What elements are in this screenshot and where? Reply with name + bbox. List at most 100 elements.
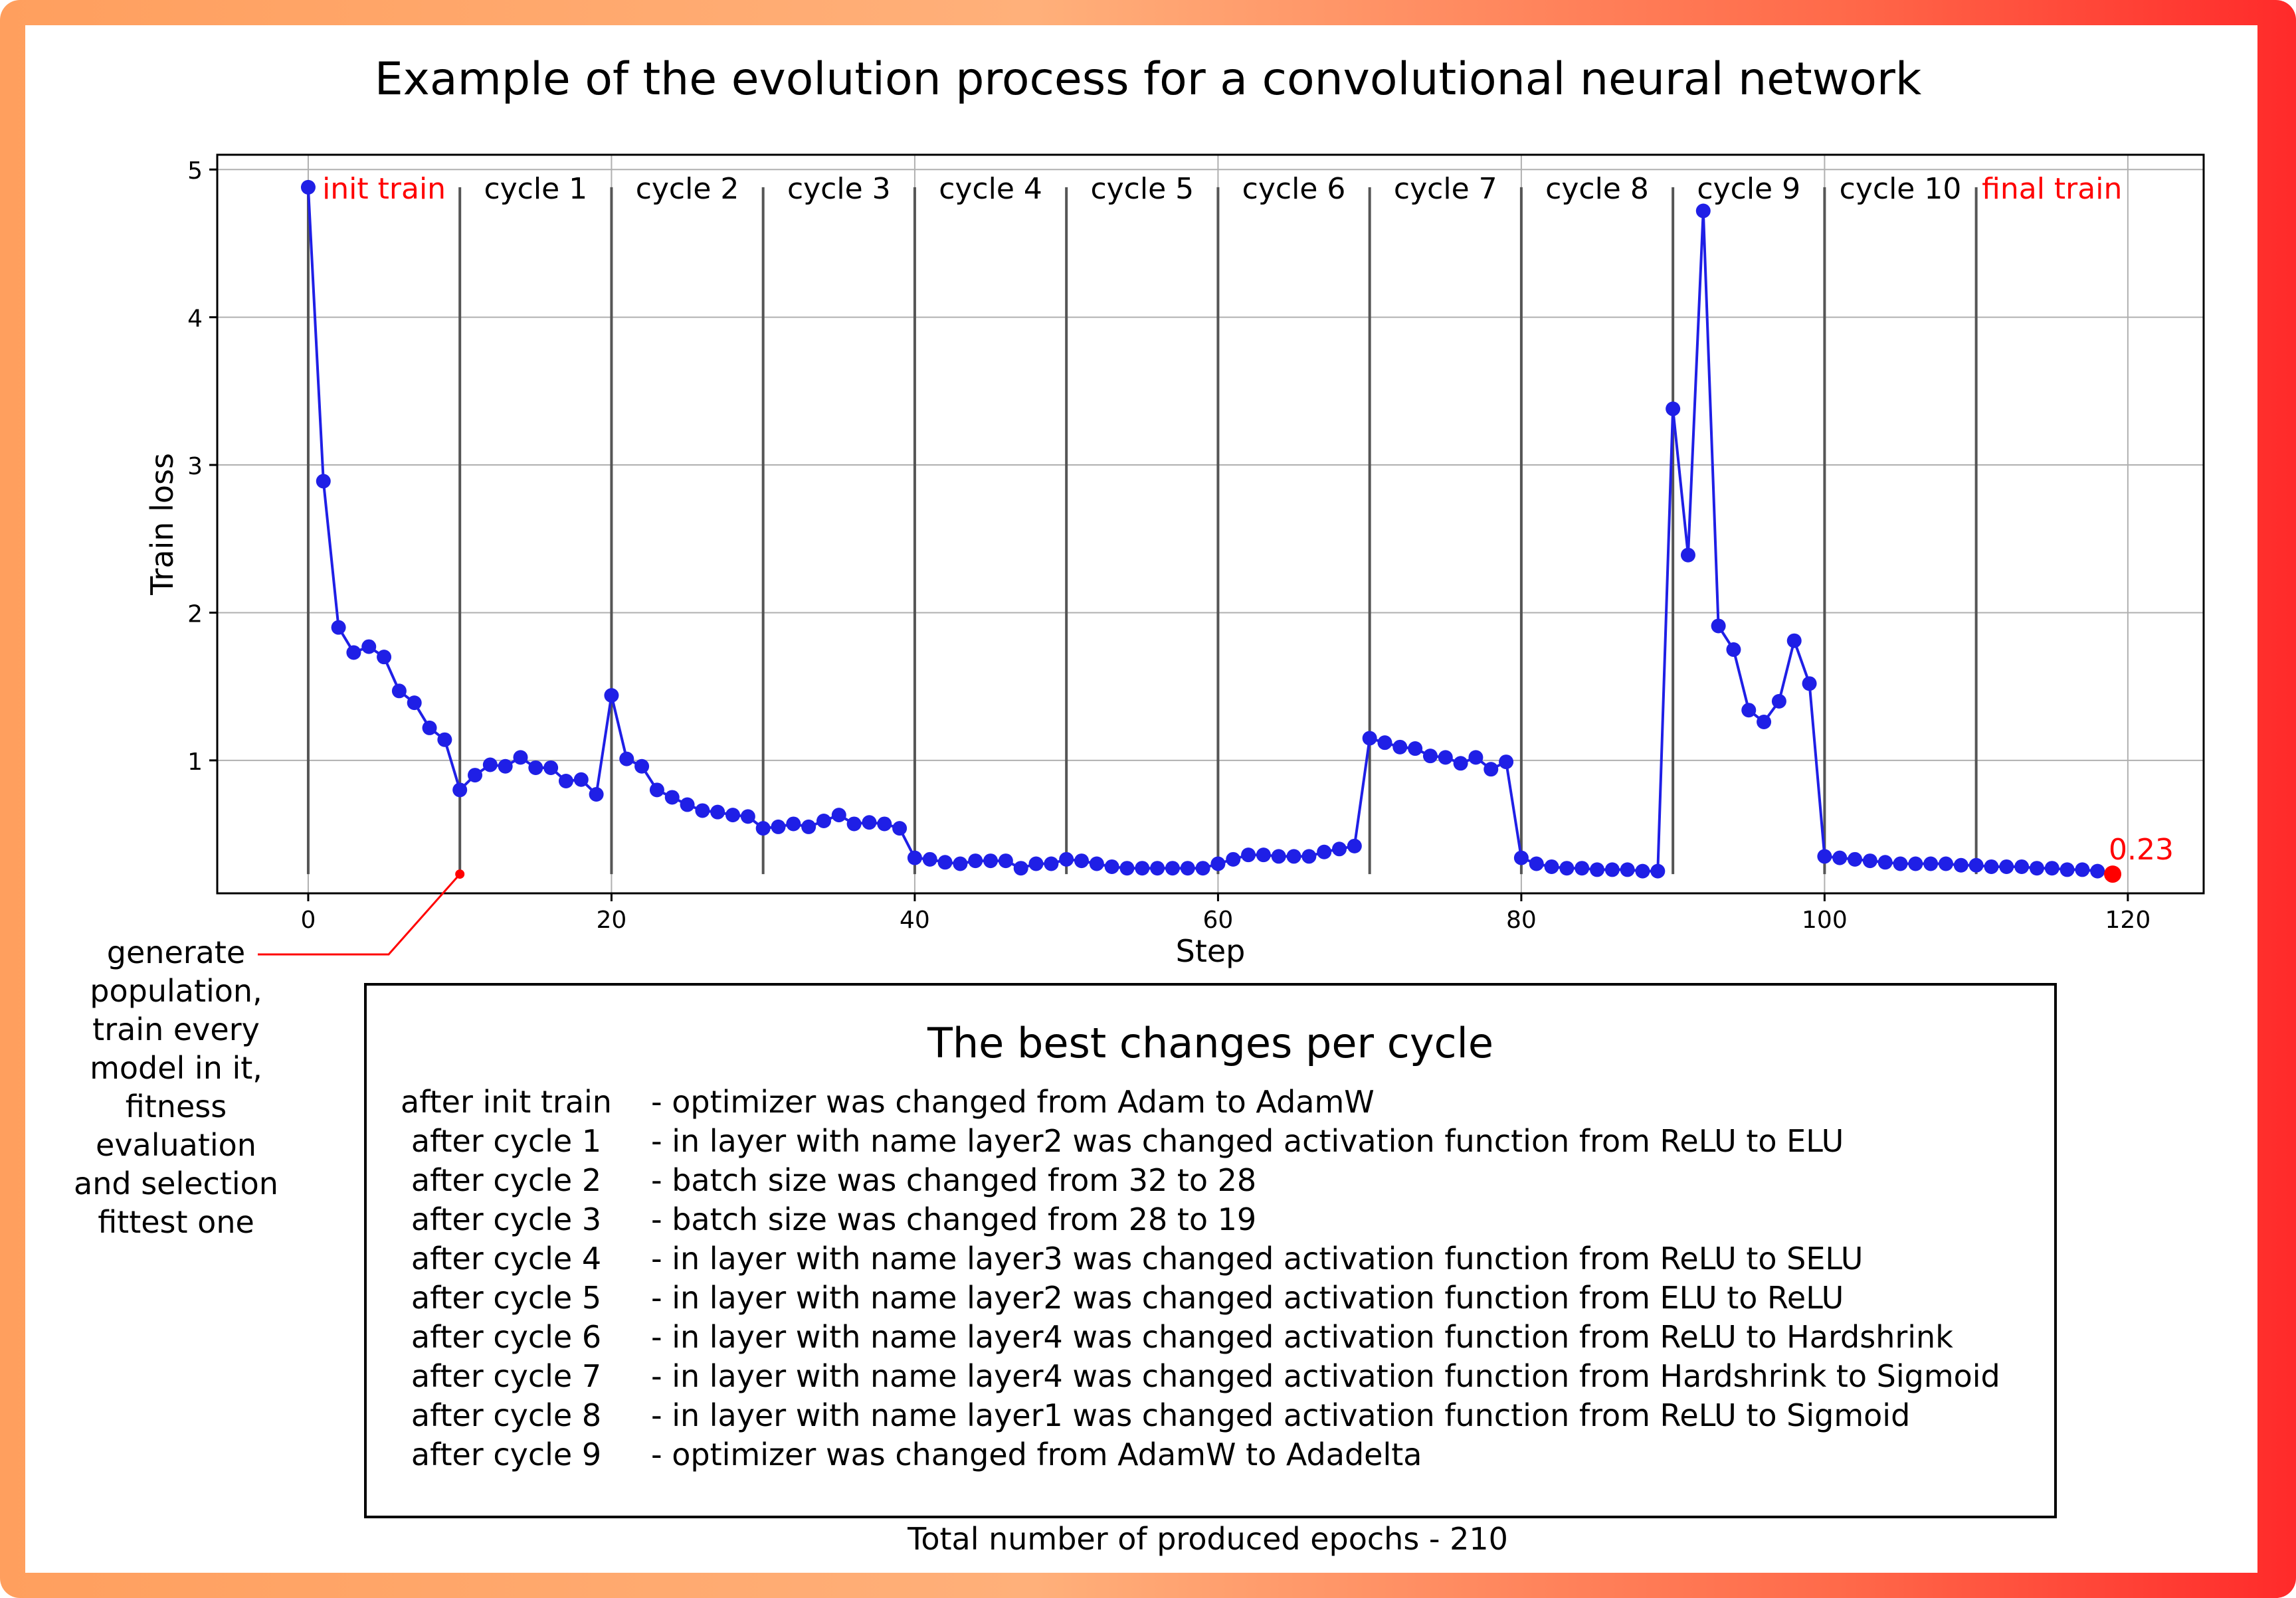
data-point <box>1650 863 1666 879</box>
final-point <box>2104 865 2122 883</box>
data-point <box>1028 856 1044 871</box>
change-cycle-label: after cycle 3 <box>411 1201 602 1237</box>
data-point <box>1392 739 1408 755</box>
data-point <box>1483 762 1499 777</box>
data-point <box>1468 750 1483 765</box>
data-point <box>1226 851 1241 867</box>
data-point <box>998 853 1013 869</box>
data-point <box>862 815 877 830</box>
data-point <box>1680 547 1695 563</box>
data-point <box>1286 849 1301 864</box>
change-description: - in layer with name layer2 was changed … <box>651 1123 1844 1159</box>
data-point <box>1938 856 1953 871</box>
data-point <box>695 803 710 818</box>
data-point <box>1984 859 1999 874</box>
data-point <box>604 687 619 703</box>
phase-label: init train <box>322 172 446 206</box>
y-tick-label: 5 <box>187 157 203 185</box>
change-description: - optimizer was changed from AdamW to Ad… <box>651 1437 1422 1472</box>
data-point <box>377 650 392 665</box>
data-point <box>1362 731 1377 746</box>
data-point <box>1422 749 1438 764</box>
data-point <box>1438 750 1453 765</box>
change-description: - batch size was changed from 28 to 19 <box>651 1201 1257 1237</box>
data-point <box>740 809 755 824</box>
x-tick-label: 0 <box>300 907 316 934</box>
y-tick-label: 2 <box>187 600 203 628</box>
phase-label: cycle 6 <box>1242 172 1346 206</box>
data-point <box>619 751 634 766</box>
data-point <box>331 620 346 635</box>
data-point <box>983 853 999 869</box>
change-description: - in layer with name layer3 was changed … <box>651 1241 1864 1277</box>
data-point <box>498 758 513 774</box>
data-point <box>2014 859 2030 874</box>
final-value-label: 0.23 <box>2109 833 2174 867</box>
data-point <box>1757 715 1772 730</box>
data-point <box>907 850 922 865</box>
data-point <box>1317 844 1332 859</box>
data-point <box>1119 861 1135 876</box>
change-cycle-label: after cycle 5 <box>411 1280 602 1316</box>
data-point <box>558 773 573 788</box>
data-point <box>2059 862 2075 877</box>
data-point <box>391 683 407 699</box>
y-tick-label: 4 <box>187 306 203 333</box>
data-point <box>1013 861 1028 876</box>
data-point <box>1104 859 1119 874</box>
data-point <box>1726 642 1741 658</box>
data-point <box>1453 756 1468 771</box>
data-point <box>1544 859 1559 874</box>
phase-label: cycle 9 <box>1697 172 1800 206</box>
data-point <box>649 782 664 798</box>
data-point <box>316 474 331 489</box>
annotation-pointer-line <box>258 873 461 956</box>
data-point <box>1620 862 1635 877</box>
change-cycle-label: after cycle 6 <box>411 1319 602 1355</box>
y-tick-label: 1 <box>187 749 203 776</box>
x-tick-label: 20 <box>597 907 627 934</box>
data-point <box>437 732 452 747</box>
data-point <box>937 855 953 870</box>
data-point <box>1848 851 1863 867</box>
data-point <box>346 645 361 660</box>
data-point <box>422 720 437 735</box>
data-point <box>452 782 468 798</box>
data-point <box>407 695 422 711</box>
data-point <box>1559 861 1575 876</box>
data-point <box>1817 849 1832 864</box>
change-description: - in layer with name layer2 was changed … <box>651 1280 1844 1316</box>
data-point <box>1135 861 1150 876</box>
change-cycle-label: after cycle 4 <box>411 1241 602 1277</box>
data-point <box>1590 862 1605 877</box>
data-point <box>816 814 831 829</box>
data-point <box>1241 847 1256 863</box>
x-tick-label: 100 <box>1802 907 1848 934</box>
data-point <box>710 804 725 820</box>
data-point <box>1786 633 1802 648</box>
data-point <box>1877 855 1893 870</box>
change-cycle-label: after init train <box>401 1084 612 1120</box>
data-point <box>2044 861 2059 876</box>
phase-label: cycle 3 <box>787 172 891 206</box>
data-point <box>1195 861 1210 876</box>
data-point <box>725 808 741 823</box>
change-description: - optimizer was changed from Adam to Ada… <box>651 1084 1375 1120</box>
x-tick-label: 60 <box>1203 907 1234 934</box>
data-point <box>573 772 589 787</box>
data-point <box>1923 856 1939 871</box>
population-annotation: generate population, train every model i… <box>74 934 278 1240</box>
data-point <box>1953 857 1968 873</box>
data-point <box>1256 847 1271 863</box>
data-point <box>922 851 937 867</box>
change-cycle-label: after cycle 2 <box>411 1162 602 1198</box>
data-point <box>1968 857 1984 873</box>
data-point <box>482 757 498 772</box>
data-point <box>846 816 862 832</box>
phase-label: cycle 5 <box>1090 172 1194 206</box>
data-point <box>1771 693 1786 709</box>
plot-area-border <box>216 153 2205 895</box>
data-point <box>1044 856 1059 871</box>
data-point <box>1529 856 1544 871</box>
data-point <box>680 797 695 812</box>
